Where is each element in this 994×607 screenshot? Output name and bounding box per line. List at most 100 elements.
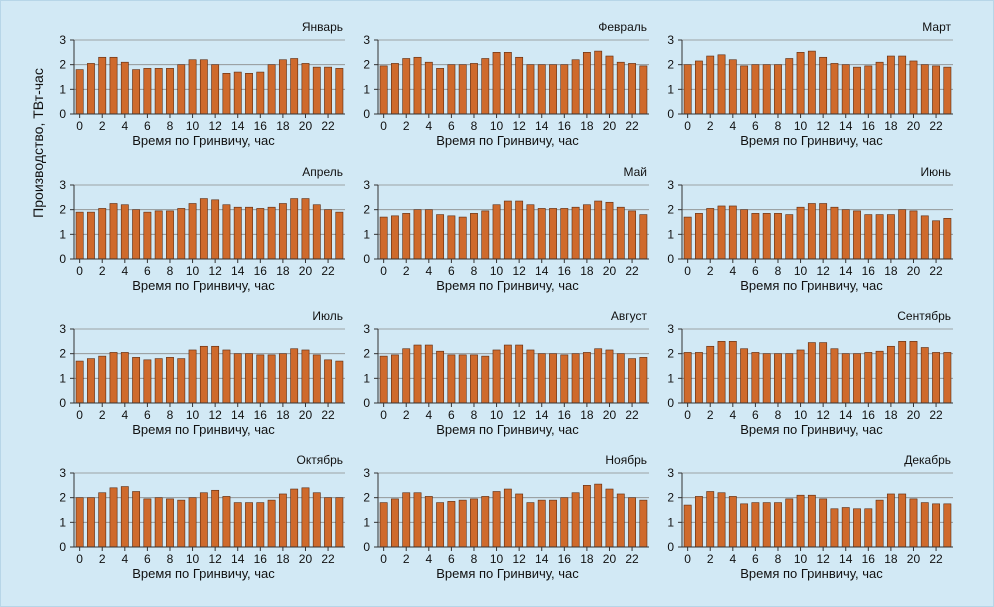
x-tick-label: 20: [907, 119, 921, 133]
bar: [278, 59, 287, 115]
x-tick-label: 22: [625, 408, 639, 422]
x-tick-label: 2: [99, 264, 106, 278]
bar: [256, 354, 265, 404]
x-tick-label: 12: [816, 119, 830, 133]
bar: [932, 503, 940, 548]
bar: [886, 493, 895, 548]
x-tick-label: 14: [231, 408, 245, 422]
bar: [245, 206, 253, 260]
x-tick-label: 0: [380, 119, 387, 133]
x-tick-label: 16: [862, 408, 876, 422]
bar: [492, 204, 501, 260]
bar: [312, 66, 321, 115]
x-tick-label: 4: [425, 552, 432, 566]
bar: [424, 61, 433, 115]
x-tick-label: 20: [907, 408, 921, 422]
bar: [177, 208, 186, 260]
bar: [605, 201, 614, 260]
x-tick-label: 6: [752, 408, 759, 422]
x-tick-label: 0: [76, 552, 83, 566]
bar: [324, 497, 332, 548]
x-tick-label: 0: [684, 119, 691, 133]
bar: [628, 63, 636, 115]
x-tick-label: 22: [321, 408, 335, 422]
bar: [379, 502, 388, 548]
x-tick-label: 2: [403, 408, 410, 422]
bar: [481, 58, 490, 115]
bar: [549, 208, 557, 260]
plot-area: [378, 329, 649, 403]
x-tick-label: 20: [299, 264, 313, 278]
y-tick-label: 2: [363, 347, 370, 361]
x-tick-label: 20: [907, 264, 921, 278]
bar: [211, 489, 220, 548]
bar: [233, 206, 242, 260]
x-tick-label: 6: [752, 119, 759, 133]
x-tick-label: 22: [321, 264, 335, 278]
bar: [762, 502, 771, 548]
bar: [492, 349, 501, 404]
x-tick-label: 10: [186, 408, 200, 422]
bar: [481, 355, 490, 404]
bar: [120, 486, 129, 548]
bar: [154, 210, 163, 260]
bar: [245, 73, 253, 115]
bar: [211, 199, 220, 260]
bar: [481, 210, 490, 260]
bar: [819, 56, 828, 115]
x-tick-label: 0: [76, 119, 83, 133]
y-tick-label: 3: [59, 322, 66, 336]
bar: [188, 497, 197, 548]
y-tick-label: 2: [667, 491, 674, 505]
x-tick-label: 8: [775, 408, 782, 422]
bar: [470, 354, 478, 404]
bar: [75, 497, 84, 548]
plot-area: [74, 473, 345, 547]
bar: [199, 59, 208, 115]
y-tick-label: 0: [363, 540, 370, 554]
x-tick-label: 10: [186, 119, 200, 133]
bar: [728, 59, 737, 115]
x-tick-label: 14: [839, 119, 853, 133]
bar: [875, 350, 884, 404]
bar: [256, 208, 265, 260]
x-tick-label: 20: [603, 552, 617, 566]
x-tick-label: 8: [775, 264, 782, 278]
bar: [492, 52, 501, 115]
bar: [695, 496, 703, 548]
bar: [605, 55, 614, 115]
bar: [188, 59, 197, 115]
bar: [166, 68, 174, 115]
x-axis-label: Время по Гринвичу, час: [740, 422, 883, 437]
x-tick-label: 14: [231, 119, 245, 133]
bar: [470, 63, 478, 115]
bar: [301, 63, 310, 115]
x-tick-label: 18: [884, 264, 898, 278]
x-tick-label: 4: [729, 552, 736, 566]
x-tick-label: 10: [794, 119, 808, 133]
x-tick-label: 6: [448, 119, 455, 133]
panel-title: Сентябрь: [897, 309, 951, 323]
y-axis-label: Производство, ТВт-час: [30, 68, 46, 218]
bar: [222, 204, 231, 260]
bar: [639, 499, 648, 548]
x-tick-label: 6: [448, 552, 455, 566]
bar: [841, 353, 850, 404]
bar: [683, 64, 692, 115]
x-tick-label: 18: [580, 119, 594, 133]
y-tick-label: 1: [667, 227, 674, 241]
bar: [796, 349, 805, 404]
bar: [807, 494, 816, 548]
bar: [909, 341, 918, 404]
bar: [166, 210, 174, 260]
x-tick-label: 14: [839, 552, 853, 566]
bar: [109, 203, 118, 260]
x-tick-label: 18: [884, 552, 898, 566]
x-tick-label: 18: [276, 119, 290, 133]
x-tick-label: 8: [471, 264, 478, 278]
bar: [717, 492, 726, 548]
